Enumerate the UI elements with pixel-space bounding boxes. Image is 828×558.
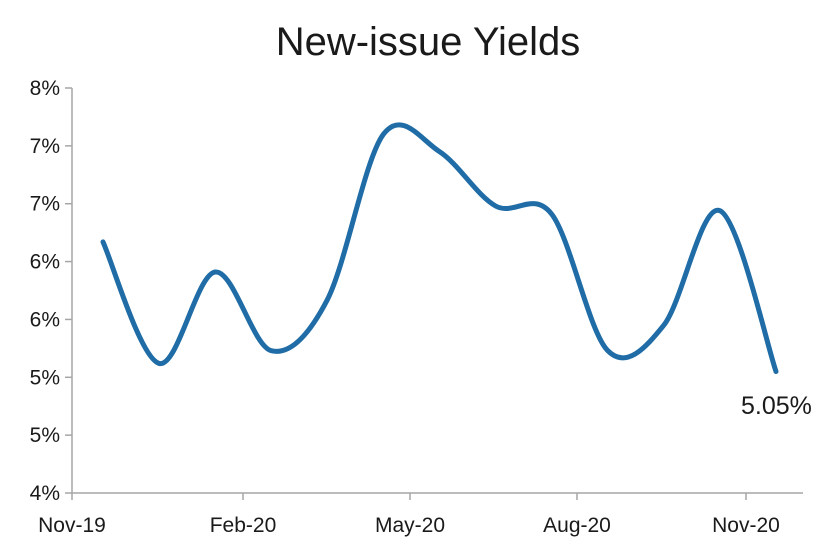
x-tick-label: Feb-20 (210, 514, 277, 537)
y-tick-label: 5% (30, 424, 60, 447)
series-line (100, 122, 779, 374)
x-axis: Nov-19 Feb-20 May-20 Aug-20 Nov-20 (38, 492, 803, 537)
y-tick-label: 7% (30, 135, 60, 158)
y-axis: 4% 5% 5% 6% 6% 7% 7% 8% (30, 77, 73, 505)
x-tick-label: May-20 (375, 514, 445, 537)
y-tick-label: 4% (30, 482, 60, 505)
y-tick-label: 6% (30, 308, 60, 331)
x-tick-label: Aug-20 (543, 514, 611, 537)
y-tick-label: 8% (30, 77, 60, 100)
last-value-label: 5.05% (741, 392, 812, 420)
y-tick-label: 5% (30, 366, 60, 389)
series-group (100, 122, 779, 374)
y-tick-label: 7% (30, 193, 60, 216)
chart-title: New-issue Yields (276, 20, 581, 64)
x-tick-label: Nov-20 (712, 514, 780, 537)
y-tick-label: 6% (30, 251, 60, 274)
x-tick-label: Nov-19 (38, 514, 106, 537)
